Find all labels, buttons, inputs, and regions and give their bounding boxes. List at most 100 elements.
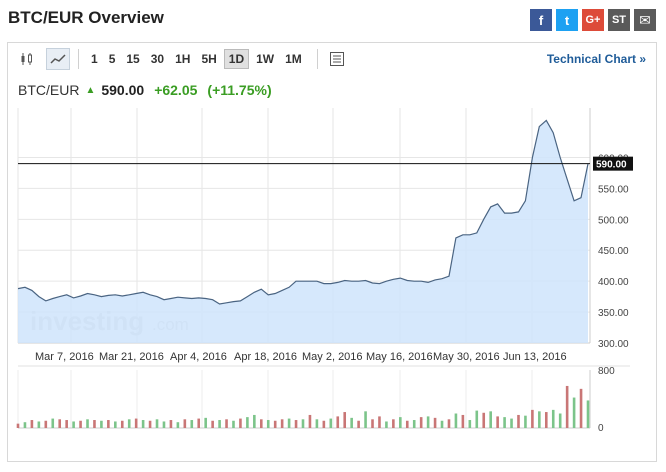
volume-bar — [253, 414, 256, 428]
volume-bar — [482, 412, 486, 428]
volume-bar — [343, 412, 347, 428]
y-tick-label: 350.00 — [598, 308, 629, 319]
volume-bar — [510, 418, 513, 428]
volume-bar — [503, 417, 506, 428]
volume-bar — [336, 416, 340, 428]
volume-bar — [273, 420, 277, 428]
volume-bar — [232, 420, 235, 428]
volume-bar — [350, 417, 353, 428]
interval-5[interactable]: 5 — [108, 52, 116, 66]
volume-bar — [329, 418, 333, 428]
volume-bar — [266, 420, 270, 428]
volume-bar — [51, 418, 55, 428]
interval-30[interactable]: 30 — [150, 52, 165, 66]
chart-toolbar: 1 5 15 30 1H 5H 1D 1W 1M Technical Chart… — [8, 44, 656, 74]
interval-1m[interactable]: 1M — [285, 52, 302, 66]
volume-bar — [385, 421, 388, 428]
volume-bar — [79, 420, 82, 428]
volume-bar — [169, 420, 173, 428]
volume-bar — [183, 419, 187, 428]
volume-bar — [107, 420, 110, 428]
volume-bar — [447, 419, 451, 428]
interval-1[interactable]: 1 — [91, 52, 98, 66]
interval-5h[interactable]: 5H — [201, 52, 217, 66]
volume-bar — [114, 421, 117, 428]
chart-frame — [7, 42, 657, 462]
volume-bar — [148, 420, 152, 428]
x-tick-label: Mar 7, 2016 — [35, 351, 94, 363]
price-line — [17, 119, 589, 305]
volume-bar — [558, 413, 562, 428]
volume-bar — [239, 418, 242, 428]
volume-bar — [392, 419, 395, 428]
x-tick-label: May 30, 2016 — [433, 351, 500, 363]
volume-bar — [155, 419, 159, 428]
volume-bar — [565, 385, 569, 428]
x-tick-label: Mar 21, 2016 — [99, 351, 164, 363]
volume-bar — [551, 409, 555, 428]
volume-bar — [572, 397, 576, 428]
volume-bar — [322, 420, 326, 428]
volume-bar — [204, 417, 207, 428]
volume-bar — [30, 420, 34, 428]
volume-bar — [475, 410, 479, 428]
volume-bar — [37, 421, 41, 428]
interval-1h[interactable]: 1H — [175, 52, 191, 66]
share-bar: f t G+ ST ✉ — [530, 9, 656, 31]
volume-bar — [586, 400, 590, 428]
x-tick-label: May 2, 2016 — [302, 351, 363, 363]
volume-bar — [134, 418, 138, 428]
volume-bar — [86, 419, 89, 428]
email-icon[interactable]: ✉ — [634, 9, 656, 31]
volume-bar — [246, 417, 249, 428]
interval-1d[interactable]: 1D — [223, 49, 250, 69]
volume-bar — [531, 409, 534, 428]
volume-bar — [176, 422, 180, 428]
x-tick-label: Apr 4, 2016 — [170, 351, 227, 363]
volume-bar — [461, 414, 465, 428]
volume-bar — [419, 417, 423, 428]
toolbar-divider — [78, 49, 79, 69]
volume-bar — [426, 416, 430, 428]
volume-bar — [524, 415, 527, 428]
volume-bar — [294, 420, 298, 428]
volume-bar — [489, 411, 492, 428]
pair-name: BTC/EUR — [18, 82, 80, 98]
volume-bar — [364, 411, 367, 428]
volume-bar — [65, 420, 68, 428]
x-tick-label: May 16, 2016 — [366, 351, 433, 363]
volume-bar — [315, 419, 319, 428]
y-tick-label: 450.00 — [598, 246, 629, 257]
line-chart-icon[interactable] — [46, 48, 70, 70]
interval-1w[interactable]: 1W — [256, 52, 275, 66]
table-view-icon[interactable] — [326, 49, 348, 69]
volume-tick-label: 0 — [598, 423, 604, 434]
interval-15[interactable]: 15 — [126, 52, 140, 66]
volume-bar — [211, 420, 214, 428]
volume-bar — [72, 421, 75, 428]
price-change-percent: (+11.75%) — [207, 82, 272, 98]
volume-bar — [190, 420, 194, 428]
volume-bar — [308, 414, 312, 428]
volume-bar — [544, 412, 548, 428]
volume-bar — [440, 420, 444, 428]
y-tick-label: 500.00 — [598, 215, 629, 226]
volume-bar — [197, 418, 201, 428]
last-price: 590.00 — [101, 82, 145, 98]
volume-bar — [127, 419, 131, 428]
stocktwits-icon[interactable]: ST — [608, 9, 630, 31]
twitter-icon[interactable]: t — [556, 9, 578, 31]
candlestick-icon[interactable] — [16, 49, 38, 69]
facebook-icon[interactable]: f — [530, 9, 552, 31]
x-tick-label: Apr 18, 2016 — [234, 351, 297, 363]
volume-bar — [496, 416, 499, 428]
volume-bar — [579, 388, 583, 428]
volume-bar — [93, 420, 96, 428]
volume-bar — [433, 417, 437, 428]
technical-chart-link[interactable]: Technical Chart » — [546, 52, 646, 66]
google-plus-icon[interactable]: G+ — [582, 9, 604, 31]
y-tick-label: 300.00 — [598, 339, 629, 350]
volume-bar — [517, 414, 520, 428]
volume-bar — [538, 411, 541, 428]
